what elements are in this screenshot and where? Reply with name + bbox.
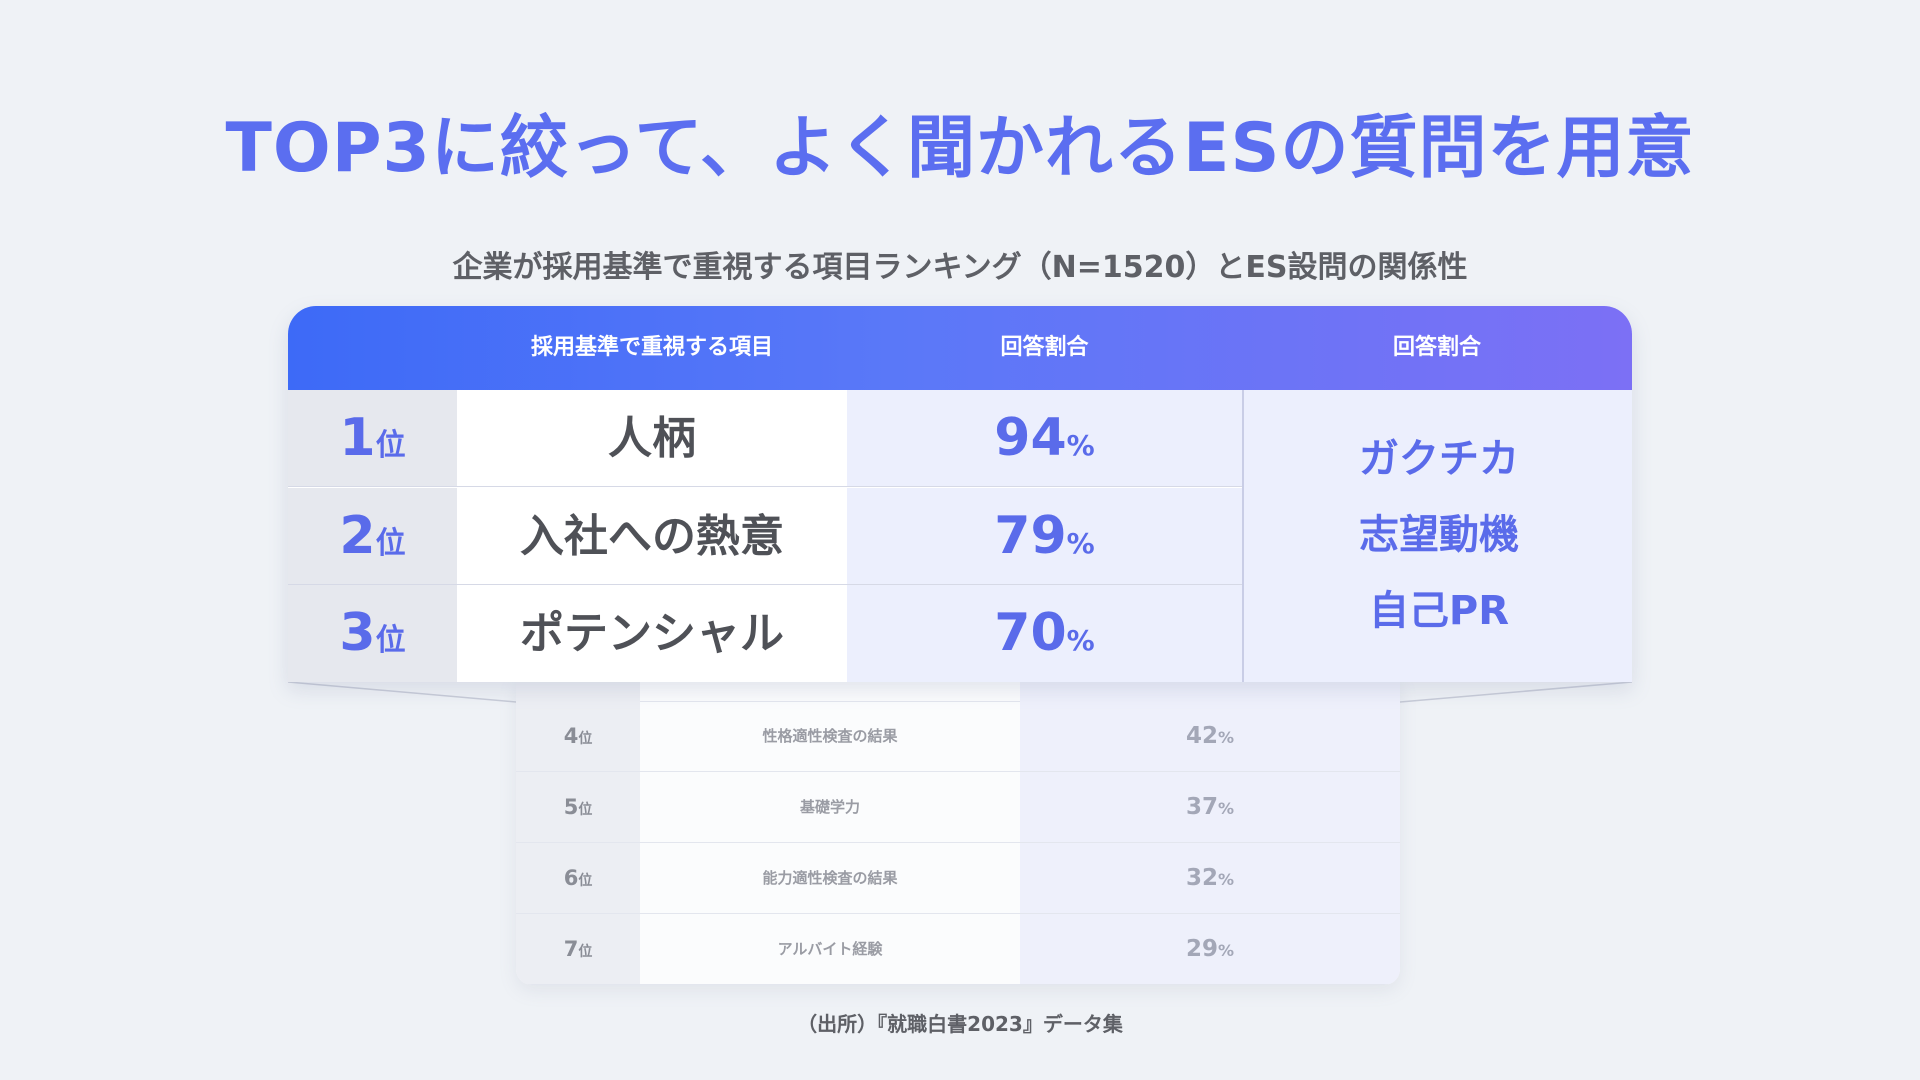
left-connector-line — [287, 681, 517, 703]
top3-ranking-table: 採用基準で重視する項目 回答割合 回答割合 1位 人柄 94% 2位 入社への熱意 79%… — [288, 306, 1632, 682]
rank-number: 6 — [563, 866, 579, 890]
es-item-self-pr: 自己PR — [1368, 588, 1510, 634]
rank-number: 5 — [563, 795, 579, 819]
table-row: 1位 人柄 94% — [288, 390, 1242, 487]
header-es: 回答割合 — [1392, 335, 1481, 360]
rank-cell: 4位 — [516, 701, 640, 771]
rate-cell: 70% — [847, 585, 1242, 682]
rank-number: 2 — [339, 505, 376, 566]
lower-ranking-table: 4位 性格適性検査の結果 42% 5位 基礎学力 37% 6位 能力適性検査の結果 32% 7位ア… — [516, 677, 1400, 985]
rank-unit: 位 — [375, 623, 406, 658]
rate-value: 37 — [1185, 794, 1218, 820]
rate-unit: % — [1217, 870, 1235, 889]
rate-cell: 32% — [1020, 843, 1400, 913]
header-item: 採用基準で重視する項目 — [530, 335, 773, 360]
rank-number: 4 — [563, 724, 579, 748]
table-row: 6位 能力適性検査の結果 32% — [516, 843, 1400, 914]
rank-unit: 位 — [375, 525, 406, 561]
rank-unit: 位 — [578, 873, 593, 889]
rate-unit: % — [1066, 624, 1095, 657]
rate-value: 94 — [994, 408, 1067, 468]
table-row: 2位 入社への熱意 79% — [288, 487, 1242, 585]
rank-unit: 位 — [578, 944, 593, 960]
rank-cell: 7位 — [516, 914, 640, 984]
rank-number: 7 — [563, 937, 579, 961]
item-cell: 性格適性検査の結果 — [762, 727, 898, 745]
item-cell: アルバイト経験 — [777, 940, 883, 958]
rank-cell: 1位 — [288, 390, 457, 487]
rate-unit: % — [1066, 429, 1095, 462]
rank-unit: 位 — [578, 731, 593, 747]
item-cell: ポテンシャル — [457, 585, 847, 682]
rank-number: 1 — [339, 408, 376, 468]
table-header: 採用基準で重視する項目 回答割合 回答割合 — [288, 306, 1632, 390]
es-item-motivation: 志望動機 — [1359, 512, 1519, 558]
rate-unit: % — [1066, 526, 1095, 560]
rank-cell: 2位 — [288, 487, 457, 585]
source-note: （出所）『就職白書2023』データ集 — [797, 1012, 1123, 1036]
es-item-gakuchika: ガクチカ — [1359, 436, 1519, 482]
rank-cell: 5位 — [516, 772, 640, 842]
rate-value: 29 — [1185, 936, 1218, 962]
es-question-panel: ガクチカ 志望動機 自己PR — [1242, 390, 1632, 682]
rank-unit: 位 — [578, 802, 593, 818]
rate-unit: % — [1217, 941, 1235, 960]
rate-unit: % — [1217, 799, 1235, 818]
item-cell: 人柄 — [457, 390, 847, 487]
rate-cell: 37% — [1020, 772, 1400, 842]
item-cell: 基礎学力 — [799, 798, 860, 816]
rate-value: 32 — [1185, 865, 1218, 891]
rate-value: 79 — [994, 505, 1067, 566]
rank-cell: 3位 — [288, 585, 457, 682]
rate-cell: 42% — [1020, 701, 1400, 771]
table-row: 7位 アルバイト経験 29% — [516, 914, 1400, 985]
table-row: 4位 性格適性検査の結果 42% — [516, 701, 1400, 772]
item-cell: 能力適性検査の結果 — [762, 869, 898, 887]
page-title: TOP3に絞って、よく聞かれるESの質問を用意 — [225, 109, 1695, 188]
header-rate: 回答割合 — [1000, 335, 1089, 360]
table-row: 3位 ポテンシャル 70% — [288, 585, 1242, 682]
rate-value: 42 — [1185, 723, 1218, 749]
right-connector-line — [1399, 681, 1633, 703]
table-row: 5位 基礎学力 37% — [516, 772, 1400, 843]
rate-value: 70 — [994, 603, 1067, 663]
chart-subtitle: 企業が採用基準で重視する項目ランキング（N=1520）とES設問の関係性 — [452, 250, 1468, 285]
rate-cell: 94% — [847, 390, 1242, 487]
rank-unit: 位 — [375, 428, 406, 463]
rank-cell: 6位 — [516, 843, 640, 913]
rate-cell: 29% — [1020, 914, 1400, 984]
rate-unit: % — [1217, 728, 1235, 747]
item-cell: 入社への熱意 — [457, 487, 847, 585]
rate-cell: 79% — [847, 487, 1242, 585]
rank-number: 3 — [339, 603, 376, 663]
